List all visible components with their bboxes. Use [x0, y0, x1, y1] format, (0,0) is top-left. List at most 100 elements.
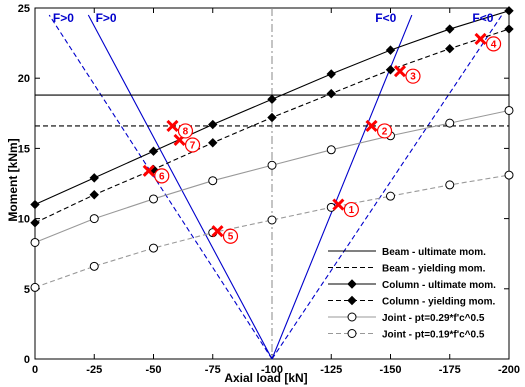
data-point	[30, 237, 40, 247]
data-point	[385, 45, 396, 55]
event-cross	[211, 225, 224, 238]
legend-entry: Beam - ultimate mom.	[382, 247, 486, 258]
data-point	[504, 170, 514, 180]
event-cross	[393, 65, 407, 78]
event-label: 2	[382, 126, 388, 137]
event-label: 7	[190, 140, 196, 151]
legend-entry: Joint - pt=0.29*f'c^0.5	[382, 313, 485, 324]
x-tick-label: -75	[205, 364, 221, 376]
event-marker: 1	[332, 198, 359, 218]
event-cross	[365, 119, 378, 132]
event-cross	[332, 198, 345, 211]
event-label: 5	[228, 232, 234, 243]
data-point	[267, 160, 277, 170]
y-tick-label: 5	[24, 284, 30, 296]
load-line	[271, 14, 503, 360]
data-point	[89, 261, 99, 271]
series	[30, 170, 514, 292]
data-point	[504, 105, 514, 115]
event-label: 4	[491, 39, 497, 50]
legend-entry: Beam - yielding mom.	[382, 264, 486, 275]
y-tick-label: 0	[24, 354, 30, 366]
event-label-circle	[376, 123, 393, 139]
data-point	[445, 118, 455, 128]
data-point	[30, 282, 40, 292]
event-marker: 6	[142, 164, 170, 184]
event-label-circle	[177, 123, 194, 139]
event-cross	[142, 164, 155, 177]
event-marker: 3	[393, 65, 421, 84]
data-point	[326, 88, 336, 99]
data-point	[445, 180, 455, 190]
load-line	[48, 14, 273, 360]
event-marker: 8	[166, 119, 194, 139]
y-tick-label: 10	[18, 214, 30, 226]
data-point	[326, 145, 336, 155]
x-tick-label: -50	[146, 364, 162, 376]
data-point	[445, 44, 455, 54]
data-point	[208, 119, 218, 130]
event-marker: 5	[211, 225, 239, 244]
event-label-circle	[485, 36, 502, 52]
legend-marker	[347, 295, 357, 306]
x-tick-label: -175	[439, 364, 461, 376]
event-label-circle	[222, 228, 239, 244]
data-point	[504, 24, 514, 34]
data-point	[149, 243, 158, 253]
legend-marker	[347, 279, 357, 289]
data-point	[149, 194, 158, 204]
legend-entry: Column - ultimate mom.	[382, 280, 496, 291]
event-label-circle	[343, 201, 359, 218]
data-point	[267, 215, 277, 225]
event-label: 3	[410, 72, 416, 83]
event-label: 8	[183, 126, 189, 137]
load-label: F>0	[53, 11, 74, 25]
series-line	[34, 174, 510, 288]
data-point	[89, 190, 99, 200]
data-point	[30, 199, 40, 210]
load-labels: F>0 F>0 F<0 F<0	[53, 11, 494, 25]
load-line	[87, 14, 273, 360]
data-point	[385, 65, 396, 75]
event-label: 1	[349, 205, 355, 216]
data-point	[386, 191, 395, 201]
y-tick-label: 15	[18, 143, 30, 155]
event-label-circle	[154, 168, 170, 184]
event-marker: 4	[474, 32, 502, 52]
load-label: F>0	[96, 11, 117, 25]
legend: Beam - ultimate mom. Beam - yielding mom.…	[328, 247, 496, 341]
legend-entry: Column - yielding mom.	[382, 297, 496, 308]
y-axis-label: Moment [kNm]	[6, 138, 20, 221]
y-tick-label: 20	[18, 73, 30, 85]
data-point	[504, 6, 514, 16]
reference-lines	[48, 8, 503, 360]
x-tick-label: -100	[261, 364, 283, 376]
legend-marker	[347, 312, 357, 322]
data-point	[208, 138, 218, 148]
data-point	[445, 24, 455, 34]
data-point	[267, 94, 277, 104]
event-label: 6	[159, 171, 165, 182]
x-tick-label: -125	[320, 364, 342, 376]
event-marker: 7	[173, 133, 201, 153]
data-point	[30, 218, 40, 228]
data-point	[89, 214, 99, 224]
x-tick-label: -25	[86, 364, 102, 376]
data-point	[326, 69, 336, 79]
data-point	[208, 176, 218, 186]
load-label: F<0	[375, 11, 396, 25]
legend-entry: Joint - pt=0.19*f'c^0.5	[382, 330, 485, 341]
x-tick-label: 0	[32, 364, 38, 376]
event-label-circle	[184, 137, 201, 153]
legend-marker	[347, 329, 357, 338]
x-axis-label: Axial load [kN]	[224, 371, 307, 385]
series	[30, 105, 514, 247]
x-tick-label: -150	[379, 364, 401, 376]
load-label: F<0	[472, 11, 493, 25]
series	[30, 6, 514, 210]
event-cross	[474, 32, 487, 45]
event-marker: 2	[365, 119, 393, 139]
event-markers: 1 2 3 4 5 6 78	[142, 32, 502, 244]
x-tick-label: -200	[498, 364, 520, 376]
